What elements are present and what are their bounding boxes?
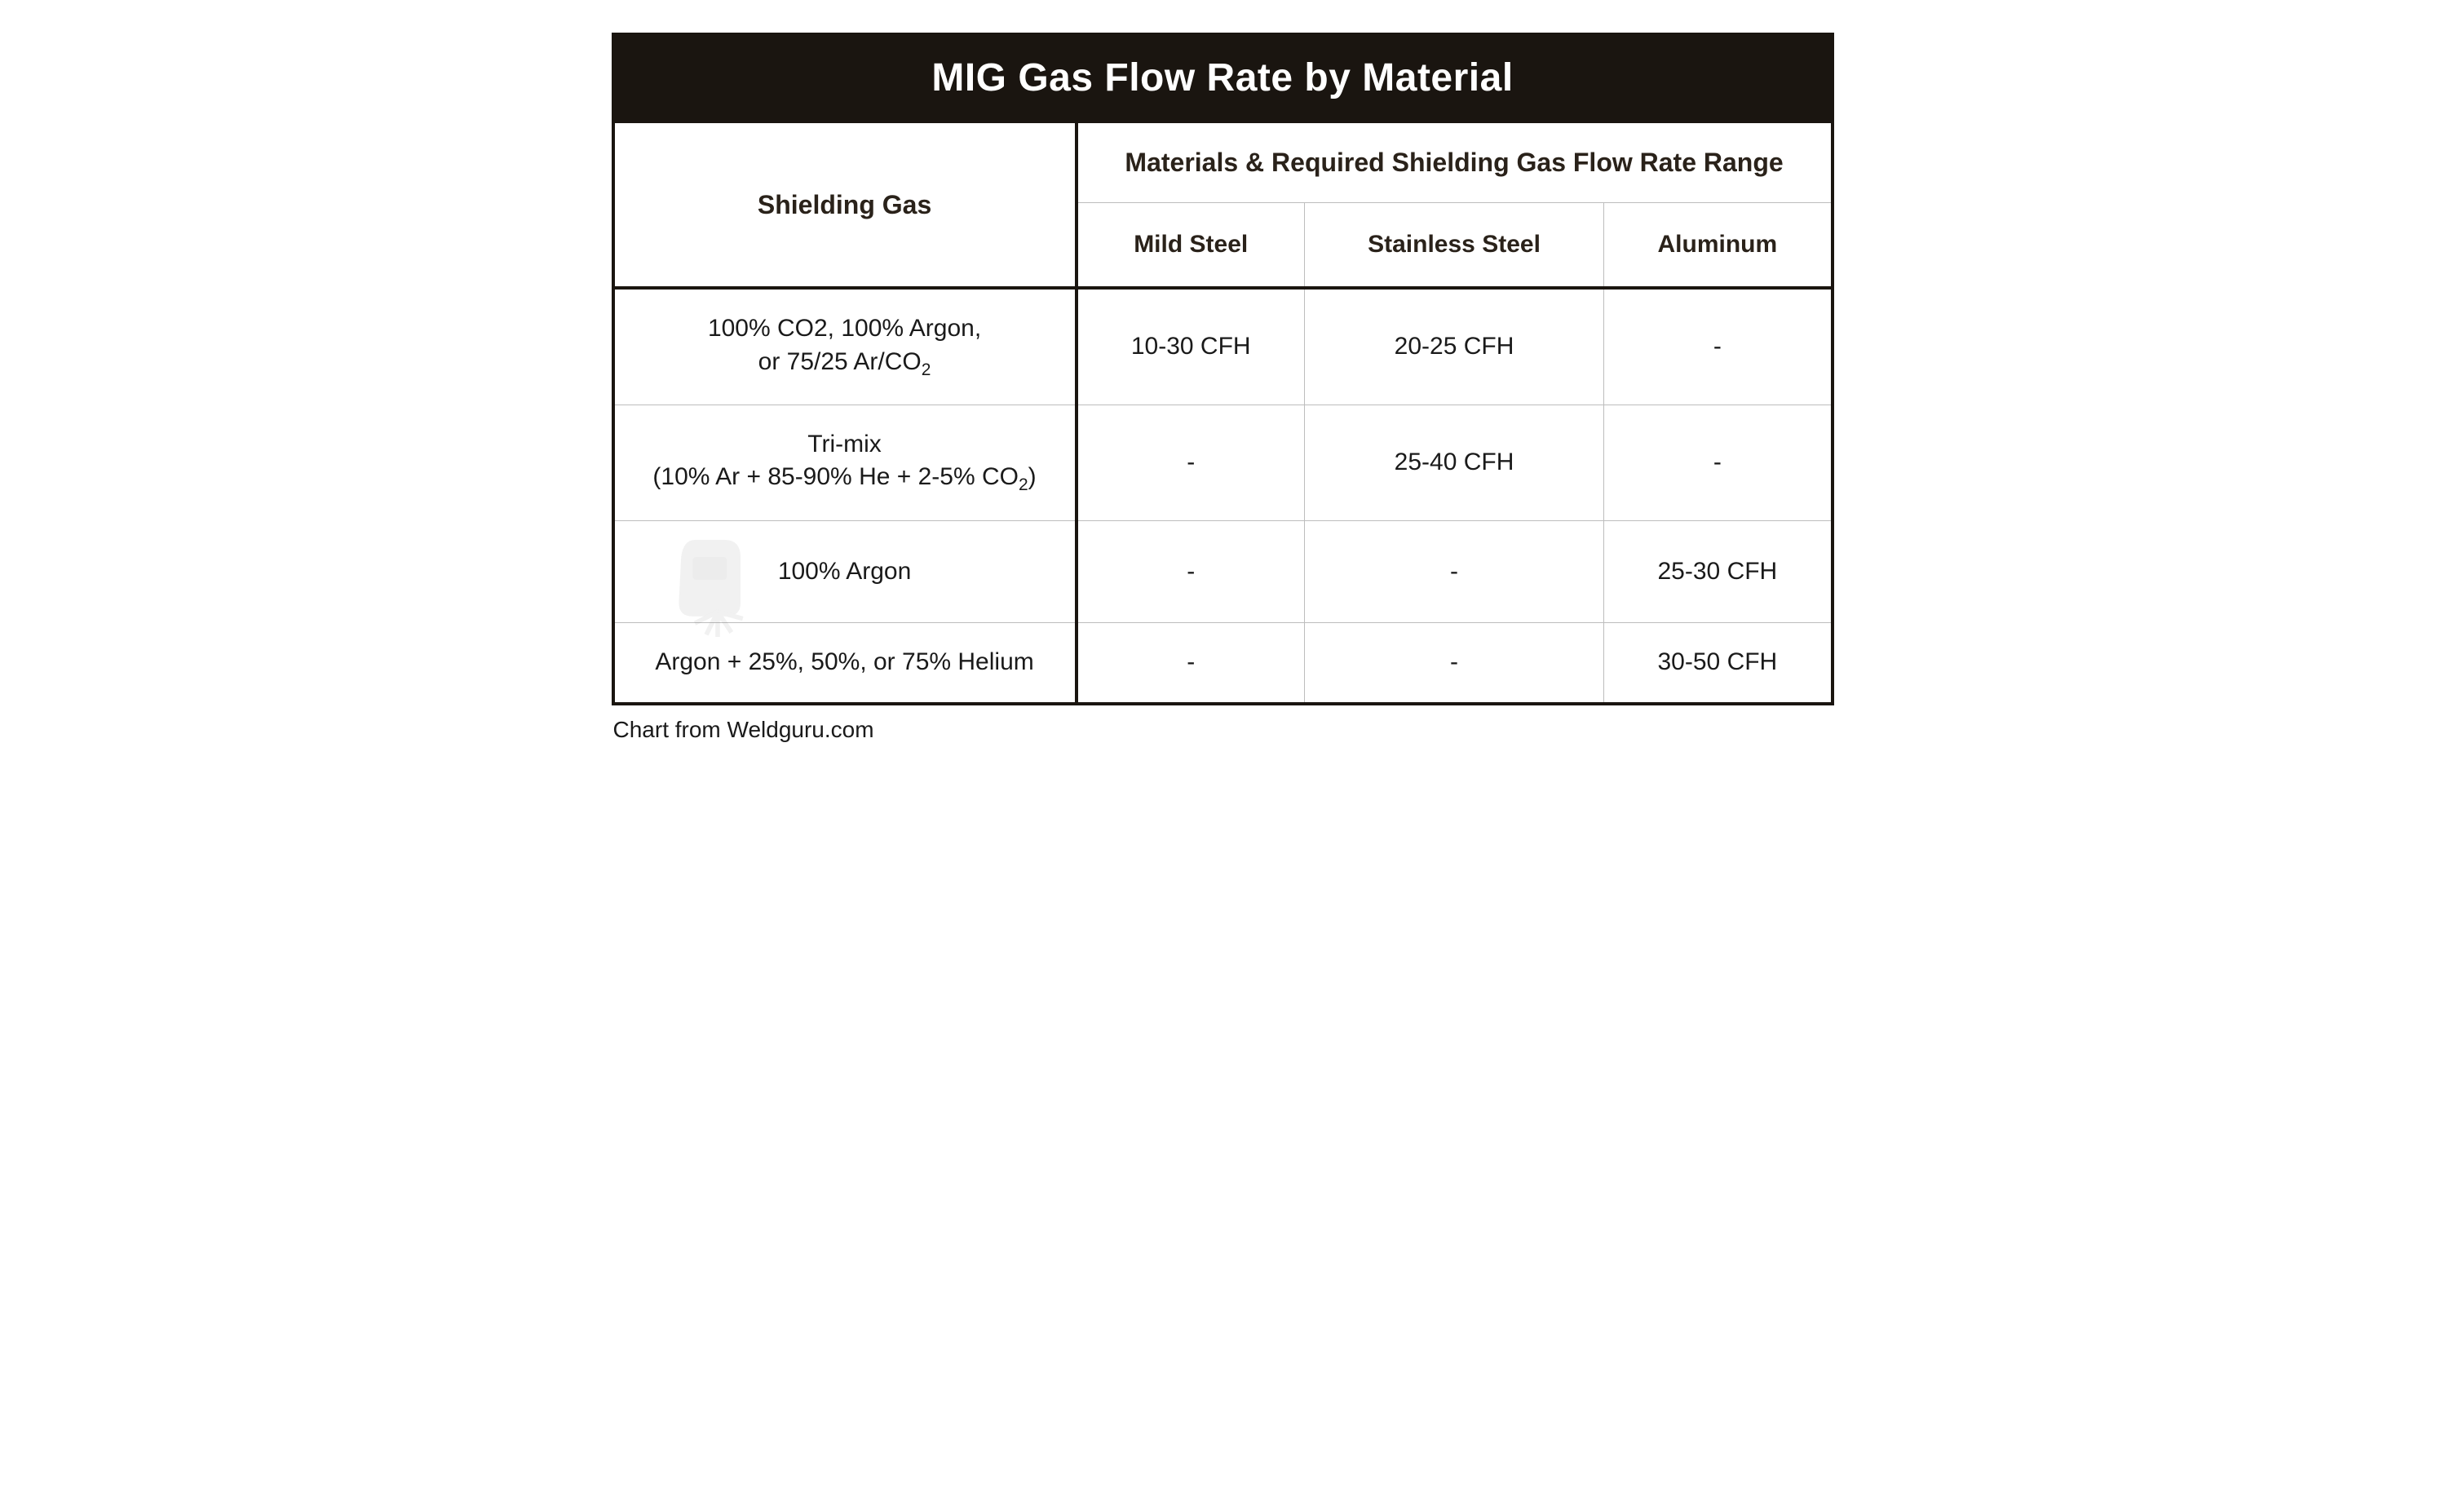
cell-aluminum: -	[1604, 288, 1833, 405]
cell-mild-steel: -	[1077, 405, 1305, 520]
cell-stainless: -	[1304, 623, 1603, 704]
cell-gas: Tri-mix (10% Ar + 85-90% He + 2-5% CO2)	[613, 405, 1077, 520]
cell-stainless: 25-40 CFH	[1304, 405, 1603, 520]
col-header-aluminum: Aluminum	[1604, 203, 1833, 289]
gas-text: Argon + 25%, 50%, or 75% Helium	[655, 648, 1033, 675]
table-row: Tri-mix (10% Ar + 85-90% He + 2-5% CO2) …	[613, 405, 1833, 520]
gas-text: (10% Ar + 85-90% He + 2-5% CO	[652, 463, 1019, 490]
cell-mild-steel: -	[1077, 623, 1305, 704]
gas-text: 100% Argon	[778, 558, 911, 585]
cell-stainless: -	[1304, 520, 1603, 623]
gas-text: 100% CO2, 100% Argon,	[708, 315, 981, 342]
col-header-shielding-gas: Shielding Gas	[613, 123, 1077, 288]
cell-gas: 100% CO2, 100% Argon, or 75/25 Ar/CO2	[613, 288, 1077, 405]
cell-mild-steel: -	[1077, 520, 1305, 623]
cell-gas: 100% Argon	[613, 520, 1077, 623]
cell-mild-steel: 10-30 CFH	[1077, 288, 1305, 405]
cell-stainless: 20-25 CFH	[1304, 288, 1603, 405]
col-header-mild-steel: Mild Steel	[1077, 203, 1305, 289]
cell-aluminum: 25-30 CFH	[1604, 520, 1833, 623]
gas-text: or 75/25 Ar/CO	[758, 348, 922, 375]
gas-text: Tri-mix	[807, 431, 882, 458]
table-row: 100% CO2, 100% Argon, or 75/25 Ar/CO2 10…	[613, 288, 1833, 405]
cell-aluminum: 30-50 CFH	[1604, 623, 1833, 704]
cell-gas: Argon + 25%, 50%, or 75% Helium	[613, 623, 1077, 704]
cell-aluminum: -	[1604, 405, 1833, 520]
chart-container: MIG Gas Flow Rate by Material Shielding …	[612, 33, 1834, 743]
gas-text: )	[1028, 463, 1037, 490]
table-title: MIG Gas Flow Rate by Material	[613, 34, 1833, 123]
col-header-materials-group: Materials & Required Shielding Gas Flow …	[1077, 123, 1833, 203]
table-row: Argon + 25%, 50%, or 75% Helium - - 30-5…	[613, 623, 1833, 704]
subscript: 2	[1019, 475, 1028, 494]
subscript: 2	[922, 360, 931, 379]
col-header-stainless-steel: Stainless Steel	[1304, 203, 1603, 289]
flow-rate-table: MIG Gas Flow Rate by Material Shielding …	[612, 33, 1834, 705]
table-row: 100% Argon - - 25-30 CFH	[613, 520, 1833, 623]
chart-caption: Chart from Weldguru.com	[612, 705, 1834, 743]
